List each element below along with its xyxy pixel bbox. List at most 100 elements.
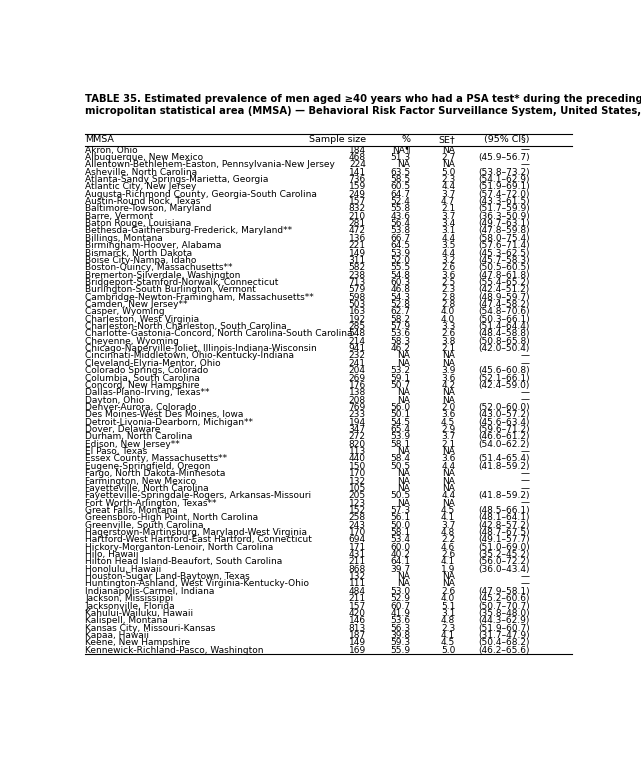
- Text: Jacksonville, Florida: Jacksonville, Florida: [85, 601, 175, 610]
- Text: MMSA: MMSA: [85, 135, 114, 145]
- Text: NA¶: NA¶: [392, 145, 410, 154]
- Text: (57.4–72.0): (57.4–72.0): [478, 189, 529, 199]
- Text: (51.9–60.7): (51.9–60.7): [478, 623, 529, 632]
- Text: —: —: [520, 484, 529, 493]
- Text: (42.0–50.4): (42.0–50.4): [478, 344, 529, 353]
- Text: 3.7: 3.7: [441, 212, 455, 221]
- Text: 3.4: 3.4: [441, 219, 455, 228]
- Text: 4.6: 4.6: [441, 543, 455, 552]
- Text: 2.2: 2.2: [441, 535, 455, 544]
- Text: Hickory-Morganton-Lenoir, North Carolina: Hickory-Morganton-Lenoir, North Carolina: [85, 543, 273, 552]
- Text: (48.7–67.5): (48.7–67.5): [478, 528, 529, 537]
- Text: NA: NA: [442, 359, 455, 368]
- Text: Dayton, Ohio: Dayton, Ohio: [85, 396, 144, 405]
- Text: (58.0–75.4): (58.0–75.4): [478, 234, 529, 243]
- Text: 138: 138: [349, 388, 366, 397]
- Text: (48.9–59.7): (48.9–59.7): [478, 293, 529, 301]
- Text: 420: 420: [349, 609, 366, 618]
- Text: Durham, North Carolina: Durham, North Carolina: [85, 432, 192, 441]
- Text: Bethesda-Gaithersburg-Frederick, Maryland**: Bethesda-Gaithersburg-Frederick, Marylan…: [85, 227, 292, 235]
- Text: 3.1: 3.1: [441, 609, 455, 618]
- Text: Hagerstown-Martinsburg, Maryland-West Virginia: Hagerstown-Martinsburg, Maryland-West Vi…: [85, 528, 307, 537]
- Text: 4.0: 4.0: [441, 315, 455, 323]
- Text: 57.9: 57.9: [390, 322, 410, 331]
- Text: 4.5: 4.5: [441, 638, 455, 648]
- Text: 3.5: 3.5: [441, 241, 455, 250]
- Text: 59.3: 59.3: [390, 638, 410, 648]
- Text: 58.3: 58.3: [390, 337, 410, 345]
- Text: 4.4: 4.4: [441, 462, 455, 471]
- Text: 224: 224: [349, 161, 366, 169]
- Text: 123: 123: [349, 498, 366, 508]
- Text: —: —: [520, 388, 529, 397]
- Text: 150: 150: [349, 462, 366, 471]
- Text: Edison, New Jersey**: Edison, New Jersey**: [85, 440, 180, 449]
- Text: Bremerton-Silverdale, Washington: Bremerton-Silverdale, Washington: [85, 271, 240, 279]
- Text: 64.1: 64.1: [390, 557, 410, 566]
- Text: 53.9: 53.9: [390, 249, 410, 257]
- Text: 56.3: 56.3: [390, 623, 410, 632]
- Text: 241: 241: [349, 359, 366, 368]
- Text: Honolulu, Hawaii: Honolulu, Hawaii: [85, 565, 162, 574]
- Text: 598: 598: [349, 293, 366, 301]
- Text: 4.4: 4.4: [441, 249, 455, 257]
- Text: Cambridge-Newton-Framingham, Massachusetts**: Cambridge-Newton-Framingham, Massachuset…: [85, 293, 314, 301]
- Text: NA: NA: [397, 161, 410, 169]
- Text: 4.8: 4.8: [441, 528, 455, 537]
- Text: (48.5–66.1): (48.5–66.1): [478, 506, 529, 515]
- Text: (55.4–65.2): (55.4–65.2): [478, 278, 529, 287]
- Text: Augusta-Richmond County, Georgia-South Carolina: Augusta-Richmond County, Georgia-South C…: [85, 189, 317, 199]
- Text: 820: 820: [349, 440, 366, 449]
- Text: (47.9–58.1): (47.9–58.1): [478, 587, 529, 596]
- Text: 868: 868: [349, 565, 366, 574]
- Text: 347: 347: [349, 425, 366, 434]
- Text: 3.7: 3.7: [441, 432, 455, 441]
- Text: 5.0: 5.0: [441, 167, 455, 177]
- Text: 64.7: 64.7: [390, 189, 410, 199]
- Text: 311: 311: [349, 256, 366, 265]
- Text: 157: 157: [349, 197, 366, 206]
- Text: 56.1: 56.1: [390, 513, 410, 522]
- Text: 5.1: 5.1: [441, 601, 455, 610]
- Text: (51.4–65.4): (51.4–65.4): [478, 454, 529, 463]
- Text: 170: 170: [349, 469, 366, 478]
- Text: NA: NA: [442, 579, 455, 588]
- Text: 832: 832: [349, 205, 366, 213]
- Text: 60.0: 60.0: [390, 543, 410, 552]
- Text: 146: 146: [349, 616, 366, 626]
- Text: 176: 176: [349, 381, 366, 390]
- Text: 211: 211: [349, 594, 366, 603]
- Text: Chicago-Naperville-Joliet, Illinois-Indiana-Wisconsin: Chicago-Naperville-Joliet, Illinois-Indi…: [85, 344, 317, 353]
- Text: (49.7–63.1): (49.7–63.1): [478, 219, 529, 228]
- Text: 210: 210: [349, 212, 366, 221]
- Text: TABLE 35. Estimated prevalence of men aged ≥40 years who had a PSA test* during : TABLE 35. Estimated prevalence of men ag…: [85, 94, 641, 116]
- Text: 159: 159: [349, 183, 366, 191]
- Text: (54.0–62.2): (54.0–62.2): [478, 440, 529, 449]
- Text: (48.4–58.8): (48.4–58.8): [478, 330, 529, 339]
- Text: —: —: [520, 359, 529, 368]
- Text: 40.2: 40.2: [390, 550, 410, 559]
- Text: NA: NA: [397, 572, 410, 581]
- Text: —: —: [520, 352, 529, 361]
- Text: 52.4: 52.4: [390, 197, 410, 206]
- Text: Houston-Sugar Land-Baytown, Texas: Houston-Sugar Land-Baytown, Texas: [85, 572, 250, 581]
- Text: 503: 503: [349, 300, 366, 309]
- Text: (45.2–60.6): (45.2–60.6): [478, 594, 529, 603]
- Text: NA: NA: [442, 447, 455, 456]
- Text: 56.4: 56.4: [390, 219, 410, 228]
- Text: 50.0: 50.0: [390, 521, 410, 530]
- Text: 2.6: 2.6: [441, 587, 455, 596]
- Text: 169: 169: [349, 645, 366, 654]
- Text: Kalispell, Montana: Kalispell, Montana: [85, 616, 168, 626]
- Text: 2.3: 2.3: [441, 285, 455, 295]
- Text: 53.8: 53.8: [390, 227, 410, 235]
- Text: 813: 813: [349, 623, 366, 632]
- Text: (31.7–47.9): (31.7–47.9): [478, 631, 529, 640]
- Text: 46.8: 46.8: [390, 285, 410, 295]
- Text: 50.7: 50.7: [390, 381, 410, 390]
- Text: (45.7–58.3): (45.7–58.3): [478, 256, 529, 265]
- Text: 55.8: 55.8: [390, 205, 410, 213]
- Text: 58.1: 58.1: [390, 528, 410, 537]
- Text: Baltimore-Towson, Maryland: Baltimore-Towson, Maryland: [85, 205, 212, 213]
- Text: 54.8: 54.8: [390, 271, 410, 279]
